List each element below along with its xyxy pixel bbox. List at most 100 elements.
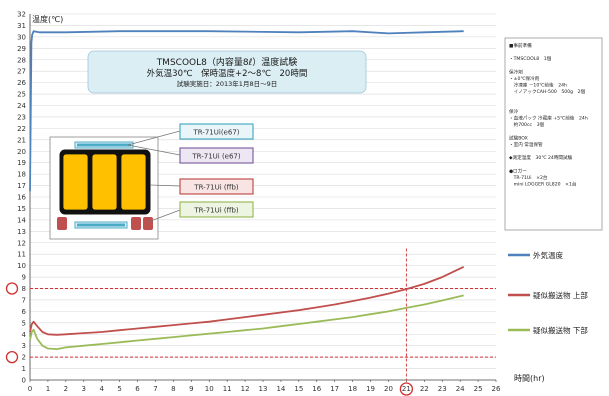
logger-marker-right-2 bbox=[143, 217, 153, 230]
series-lines bbox=[29, 30, 465, 351]
legend: 外気温度 疑似搬送物 上部 疑似搬送物 下部 bbox=[508, 250, 588, 335]
cooler-box-diagram bbox=[49, 136, 159, 240]
series-line-2 bbox=[29, 294, 464, 351]
y-tick-label: 12 bbox=[17, 239, 26, 247]
y-tick-label: 29 bbox=[17, 45, 26, 53]
logger-label-2-box bbox=[179, 147, 254, 164]
y-tick-label: 16 bbox=[17, 194, 26, 202]
info-panel-line: TR-71Ui ×2台 bbox=[509, 174, 548, 181]
x-tick-label: 20 bbox=[384, 385, 393, 393]
info-panel-line: 約700cc 3個 bbox=[509, 121, 545, 128]
x-tick-label: 11 bbox=[223, 385, 232, 393]
title-line-2: 外気温30℃ 保時温度+2～8℃ 20時間 bbox=[147, 68, 308, 79]
y-tick-label: 4 bbox=[22, 331, 27, 339]
logger-label-4-box bbox=[179, 201, 254, 218]
grid-lines bbox=[29, 13, 497, 382]
logger-connector-2 bbox=[127, 144, 181, 156]
series-line-0 bbox=[29, 30, 464, 192]
y-tick-label: 21 bbox=[17, 136, 26, 144]
x-tick-label: 18 bbox=[348, 385, 357, 393]
y-tick-label: 0 bbox=[22, 377, 26, 385]
info-panel-line: 試験BOX bbox=[509, 134, 528, 141]
ice-pack-bottom-fill bbox=[77, 223, 125, 227]
y-tick-label: 2 bbox=[22, 354, 26, 362]
info-panel-line: ・血液パック 冷蔵庫 +5℃前後 24h bbox=[509, 115, 588, 122]
y-tick-label: 13 bbox=[17, 228, 26, 236]
logger-connector-3 bbox=[149, 184, 181, 187]
legend-label-top: 疑似搬送物 上部 bbox=[533, 290, 588, 300]
info-panel-line: ●ロガー bbox=[509, 167, 527, 174]
logger-labels: TR-71Ui(e67) TR-71Ui (e67) TR-71Ui (ffb)… bbox=[127, 123, 254, 223]
y-axis-label: 温度(℃) bbox=[32, 14, 63, 24]
x-tick-label: 15 bbox=[294, 385, 303, 393]
x-tick-label: 23 bbox=[438, 385, 447, 393]
info-panel-line: ・±0℃保冷剤 bbox=[509, 75, 540, 82]
logger-label-3: TR-71Ui (ffb) bbox=[193, 184, 239, 192]
circled-y-tick bbox=[5, 350, 19, 364]
x-tick-label: 12 bbox=[241, 385, 250, 393]
info-panel-line: ・室内 常温保管 bbox=[509, 141, 543, 148]
info-panel-line: ◆測定温度 30℃ 24時間試験 bbox=[509, 154, 573, 161]
circled-x-tick bbox=[399, 382, 414, 396]
x-tick-label: 1 bbox=[46, 385, 50, 393]
x-tick-label: 9 bbox=[189, 385, 193, 393]
x-tick-label: 0 bbox=[28, 385, 32, 393]
y-tick-label: 28 bbox=[17, 56, 26, 64]
logger-label-4: TR-71Ui (ffb) bbox=[193, 207, 239, 215]
x-tick-label: 2 bbox=[64, 385, 68, 393]
logger-label-1: TR-71Ui(e67) bbox=[192, 129, 239, 137]
y-tick-label: 5 bbox=[22, 319, 26, 327]
y-tick-label: 17 bbox=[17, 182, 26, 190]
x-tick-label: 17 bbox=[330, 385, 339, 393]
series-line-1 bbox=[29, 265, 465, 336]
x-tick-label: 10 bbox=[205, 385, 214, 393]
blood-pack-2 bbox=[91, 153, 118, 211]
y-tick-label: 3 bbox=[22, 342, 26, 350]
x-tick-label: 16 bbox=[312, 385, 321, 393]
x-tick-labels: 0 1 2 3 4 5 6 7 8 9 10 11 12 13 14 15 16 17 18 19 20 21 22 23 24… bbox=[28, 385, 501, 393]
y-tick-label: 10 bbox=[17, 262, 26, 270]
info-panel-line: ・TMSCOOL8 1個 bbox=[509, 55, 552, 62]
axes bbox=[29, 14, 496, 381]
circled-ticks bbox=[5, 282, 414, 396]
blood-pack-1 bbox=[62, 153, 89, 211]
y-tick-label: 23 bbox=[17, 113, 26, 121]
info-panel-line: イノアックCAH-500 500g 2個 bbox=[509, 88, 586, 95]
circled-y-tick bbox=[5, 282, 19, 295]
y-tick-label: 24 bbox=[17, 102, 26, 110]
y-tick-label: 18 bbox=[17, 171, 26, 179]
info-panel-line: 保冷 bbox=[509, 108, 519, 115]
y-tick-label: 26 bbox=[17, 79, 26, 87]
legend-label-bottom: 疑似搬送物 下部 bbox=[533, 325, 588, 335]
reference-lines bbox=[30, 248, 496, 380]
y-tick-label: 25 bbox=[17, 91, 26, 99]
y-tick-label: 20 bbox=[17, 148, 26, 156]
x-tick-label: 19 bbox=[366, 385, 375, 393]
y-tick-label: 9 bbox=[22, 274, 26, 282]
x-tick-label: 5 bbox=[117, 385, 121, 393]
x-tick-label: 26 bbox=[492, 385, 501, 393]
logger-label-1-box bbox=[179, 123, 254, 140]
x-tick-label: 14 bbox=[276, 385, 285, 393]
y-tick-label: 7 bbox=[22, 296, 26, 304]
y-tick-label: 6 bbox=[22, 308, 27, 316]
x-tick-label: 13 bbox=[259, 385, 268, 393]
x-tick-label: 24 bbox=[456, 385, 465, 393]
logger-connector-4 bbox=[147, 209, 181, 223]
x-tick-label: 25 bbox=[474, 385, 483, 393]
x-tick-label: 7 bbox=[153, 385, 157, 393]
y-tick-labels: 0123456789101112131415161718192021222324… bbox=[17, 11, 26, 385]
y-tick-label: 22 bbox=[17, 125, 26, 133]
y-tick-label: 32 bbox=[17, 11, 26, 19]
info-panel-line: ■事前準備 bbox=[509, 42, 532, 49]
logger-label-2: TR-71Ui (e67) bbox=[191, 153, 241, 161]
y-tick-label: 11 bbox=[17, 251, 26, 259]
logger-connector-1 bbox=[127, 130, 181, 146]
title-box bbox=[87, 50, 367, 94]
x-axis-label: 時間(hr) bbox=[514, 374, 545, 383]
logger-marker-left bbox=[57, 217, 67, 230]
x-tick-label: 3 bbox=[82, 385, 86, 393]
y-tick-label: 27 bbox=[17, 68, 26, 76]
